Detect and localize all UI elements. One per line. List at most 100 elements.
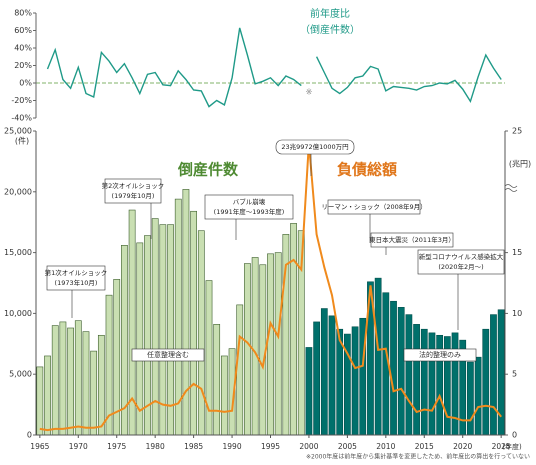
bar (413, 324, 420, 436)
bar (97, 334, 105, 436)
bar (328, 315, 336, 436)
bar (167, 224, 174, 436)
annotation-box (370, 232, 454, 248)
bar (405, 314, 413, 436)
yoy-line (46, 27, 502, 108)
x-tick-label: 2005 (338, 442, 357, 451)
yoy-tick-label: 20% (14, 61, 32, 70)
yoy-tick-label: 0% (19, 79, 32, 88)
yoy-note-mark: ※ (306, 87, 313, 96)
yoy-title: 前年度比 (310, 7, 350, 20)
annotation-text: (1991年度～1993年度) (214, 207, 285, 216)
annotation: 第1次オイルショック(1973年10月) (45, 265, 108, 318)
bar (290, 223, 297, 436)
bar (82, 331, 90, 436)
bar (90, 350, 98, 436)
bar (397, 307, 405, 436)
annotation-text: 第2次オイルショック (102, 181, 165, 190)
annotation-box (275, 139, 355, 155)
x-tick-label: 2025 (492, 442, 511, 451)
bar (236, 304, 244, 436)
bar (205, 280, 213, 436)
bar (251, 257, 259, 436)
x-tick-label: 1980 (146, 442, 165, 451)
period-label: 任意整理含む (147, 350, 189, 359)
annotation-text: 新型コロナウイルス感染拡大 (419, 252, 504, 261)
annotation-text: 23兆9972億1000万円 (281, 142, 348, 151)
y2-tick-label: 15 (512, 248, 522, 257)
bar (197, 230, 205, 436)
annotation-box (204, 194, 294, 220)
bar (482, 328, 490, 436)
y-tick-label: 15,000 (4, 248, 32, 257)
x-tick-label: 1990 (223, 442, 242, 451)
axis-break (504, 184, 518, 192)
bar (320, 308, 328, 436)
x-axis-unit: (年度) (502, 442, 522, 451)
y2-tick-label: 5 (512, 370, 517, 379)
y-axis-unit: (件) (15, 136, 29, 146)
y-tick-label: 20,000 (4, 187, 32, 196)
y-tick-label: 5,000 (9, 370, 32, 379)
bar (374, 277, 382, 436)
bar (267, 253, 274, 436)
count-label: 倒産件数 (177, 161, 239, 179)
period-label-box (403, 348, 477, 362)
x-tick-label: 1985 (184, 442, 203, 451)
annotation: 第2次オイルショック(1979年10月) (102, 178, 165, 239)
yoy-tick-label: 40% (14, 44, 32, 53)
period-label: 法的整理のみ (419, 350, 461, 359)
yoy-tick-label: -40% (11, 114, 32, 123)
bar (420, 328, 428, 436)
yoy-title: （倒産件数） (300, 23, 360, 36)
bar (67, 327, 74, 436)
annotation-text: バブル崩壊 (233, 197, 266, 206)
bar (51, 325, 59, 436)
bar (213, 324, 221, 436)
bar (274, 252, 282, 436)
x-tick-label: 1970 (69, 442, 88, 451)
x-tick-label: 1975 (107, 442, 126, 451)
annotation-text: (1979年10月) (112, 191, 155, 200)
bar (190, 210, 197, 436)
y-tick-label: 25,000 (4, 127, 32, 136)
annotation-box (327, 199, 421, 215)
bar (36, 366, 44, 436)
bar (305, 347, 313, 436)
annotation-text: 第1次オイルショック (45, 268, 108, 277)
x-tick-label: 2015 (415, 442, 434, 451)
yoy-tick-label: 80% (14, 9, 32, 18)
y2-tick-label: 25 (512, 127, 522, 136)
y2-axis-unit: (兆円) (509, 159, 531, 169)
bar (244, 263, 251, 436)
y2-tick-label: 10 (512, 309, 522, 318)
yoy-tick-label: -20% (11, 96, 32, 105)
bar (59, 321, 67, 436)
y2-tick-label: 0 (512, 431, 517, 440)
x-tick-label: 1995 (261, 442, 280, 451)
bar (44, 355, 51, 436)
y-tick-label: 0 (27, 431, 32, 440)
bar (390, 300, 397, 436)
bar (351, 326, 359, 436)
annotation: 東日本大震災（2011年3月） (369, 232, 455, 255)
period-label-box (131, 348, 205, 362)
y-tick-label: 10,000 (4, 309, 32, 318)
annotation: 23兆9972億1000万円 (275, 139, 355, 176)
annotation-box (417, 249, 505, 275)
annotation-box (46, 265, 106, 291)
bar (490, 314, 497, 436)
bar (474, 356, 482, 436)
annotation-text: (1973年10月) (55, 278, 98, 287)
line (39, 143, 502, 432)
annotation-text: (2020年2月～) (438, 262, 483, 271)
annotation-text: 東日本大震災（2011年3月） (369, 235, 455, 244)
bar (74, 320, 82, 436)
x-tick-label: 2010 (376, 442, 395, 451)
bar (428, 332, 436, 436)
bar (220, 355, 228, 436)
annotation: バブル崩壊(1991年度～1993年度) (204, 194, 294, 240)
annotation-text: リーマン・ショック（2008年9月） (321, 202, 426, 211)
bar (182, 189, 190, 436)
